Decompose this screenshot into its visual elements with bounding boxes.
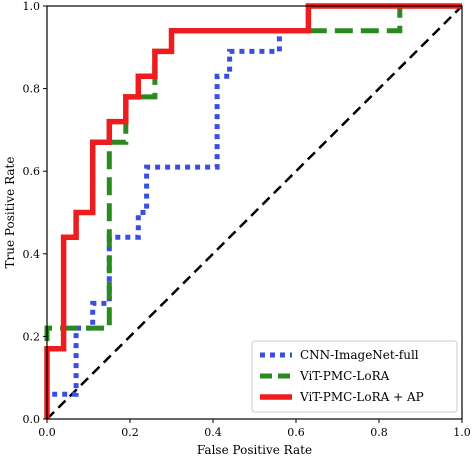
y-tick-label: 0.6	[23, 165, 41, 178]
legend: CNN-ImageNet-full ViT-PMC-LoRA ViT-PMC-LoR…	[251, 340, 458, 413]
x-axis-ticks: 0.0 0.2 0.4 0.6 0.8 1.0	[38, 419, 471, 439]
y-tick-label: 0.8	[23, 83, 41, 96]
y-tick-label: 0.4	[23, 248, 41, 261]
x-tick-label: 0.6	[287, 426, 305, 439]
legend-box	[251, 340, 458, 413]
y-tick-label: 1.0	[23, 0, 41, 13]
x-tick-label: 1.0	[453, 426, 471, 439]
x-axis-label: False Positive Rate	[197, 443, 312, 457]
legend-label: ViT-PMC-LoRA	[299, 369, 390, 383]
plot-frame	[46, 5, 463, 420]
y-axis-label: True Positive Rate	[3, 157, 17, 269]
y-tick-label: 0.0	[23, 413, 41, 426]
series-line-2	[44, 3, 462, 419]
legend-label: ViT-PMC-LoRA + AP	[299, 390, 424, 404]
x-tick-label: 0.2	[121, 426, 139, 439]
series-layer	[44, 3, 463, 420]
chance-diagonal-line	[46, 5, 463, 420]
x-tick-label: 0.8	[370, 426, 388, 439]
x-tick-label: 0.4	[204, 426, 222, 439]
x-tick-label: 0.0	[38, 426, 56, 439]
y-axis-ticks: 0.0 0.2 0.4 0.6 0.8 1.0	[23, 0, 47, 426]
y-tick-label: 0.2	[23, 330, 41, 343]
legend-label: CNN-ImageNet-full	[300, 348, 419, 362]
